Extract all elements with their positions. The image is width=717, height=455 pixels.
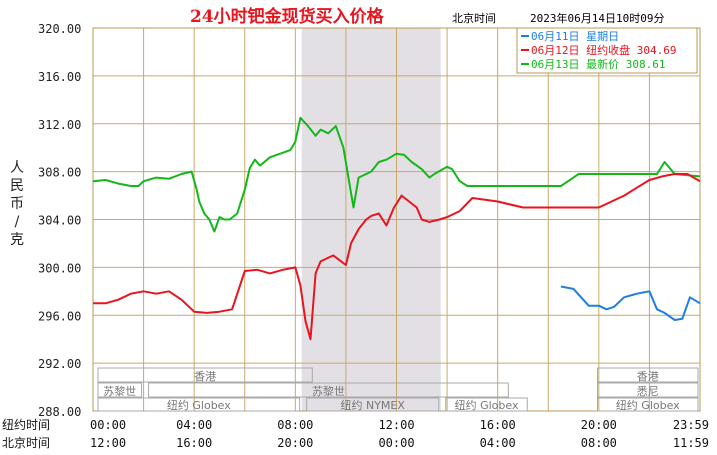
y-tick-label: 320.00: [38, 22, 81, 36]
y-tick-label: 292.00: [38, 357, 81, 371]
session-band: [148, 382, 509, 398]
y-tick-label: 308.00: [38, 166, 81, 180]
session-label: 苏黎世: [312, 384, 345, 398]
session-label: 纽约 NYMEX: [340, 398, 405, 412]
legend-box: [516, 27, 698, 74]
session-band: [597, 382, 699, 398]
session-band: [97, 382, 143, 398]
timezone-label: 北京时间: [452, 11, 496, 25]
row-label-ny: 纽约时间: [2, 417, 50, 432]
row-label-bj: 北京时间: [2, 436, 50, 450]
y-tick-labels: 320.00 316.00 312.00 308.00 304.00 300.00 296.…: [38, 22, 81, 419]
session-band: [445, 397, 528, 412]
session-label: 苏黎世: [103, 384, 136, 398]
y-tick-label: 304.00: [38, 214, 81, 228]
session-band: [597, 397, 699, 412]
x-tick-label-ny: 20:00: [581, 418, 617, 432]
session-label: 悉尼: [637, 385, 659, 398]
series-lines: [92, 116, 701, 341]
session-label: 纽约 Globex: [167, 398, 231, 412]
session-label: 纽约 Globex: [616, 398, 680, 412]
session-label: 香港: [637, 370, 659, 383]
y-tick-label: 300.00: [38, 261, 81, 275]
x-tick-labels: 00:00 12:00 04:00 16:00 08:00 20:00 12:00 00:00…: [90, 418, 709, 450]
session-band: [306, 397, 440, 412]
x-tick-label-bj: 08:00: [581, 436, 617, 450]
legend-entry: 06月12日 纽约收盘 304.69: [531, 43, 676, 57]
session-band: [97, 397, 301, 412]
series-line: [92, 116, 701, 233]
legend-entry: 06月11日 星期日: [531, 30, 619, 43]
x-tick-label-ny: 12:00: [378, 418, 414, 432]
x-tick-label-bj: 12:00: [90, 436, 126, 450]
x-tick-label-bj: 04:00: [480, 436, 516, 450]
session-band: [597, 367, 699, 383]
y-tick-label: 316.00: [38, 70, 81, 84]
x-tick-label-ny: 23:59: [673, 418, 709, 432]
chart-title: 24小时钯金现货买入价格: [190, 6, 385, 27]
y-axis-label: 人民币/克: [10, 160, 24, 248]
session-band: [97, 367, 313, 383]
y-tick-label: 296.00: [38, 309, 81, 323]
timestamp: 2023年06月14日10时09分: [530, 11, 664, 25]
session-label: 纽约 Globex: [455, 398, 519, 412]
x-tick-label-ny: 00:00: [90, 418, 126, 432]
y-tick-label: 312.00: [38, 118, 81, 132]
legend-entry: 06月13日 最新价 308.61: [531, 57, 665, 71]
session-label: 香港: [194, 370, 216, 383]
x-tick-label-bj: 00:00: [378, 436, 414, 450]
series-line: [93, 173, 701, 341]
x-tick-label-bj: 16:00: [176, 436, 212, 450]
x-tick-label-bj: 20:00: [277, 436, 313, 450]
x-tick-label-ny: 16:00: [480, 418, 516, 432]
grid: [92, 27, 701, 412]
svg-text:人民币/克: 人民币/克: [10, 160, 24, 248]
x-tick-label-ny: 08:00: [277, 418, 313, 432]
x-tick-label-bj: 11:59: [673, 436, 709, 450]
series-line: [560, 285, 701, 321]
x-tick-label-ny: 04:00: [176, 418, 212, 432]
y-tick-label: 288.00: [38, 405, 81, 419]
